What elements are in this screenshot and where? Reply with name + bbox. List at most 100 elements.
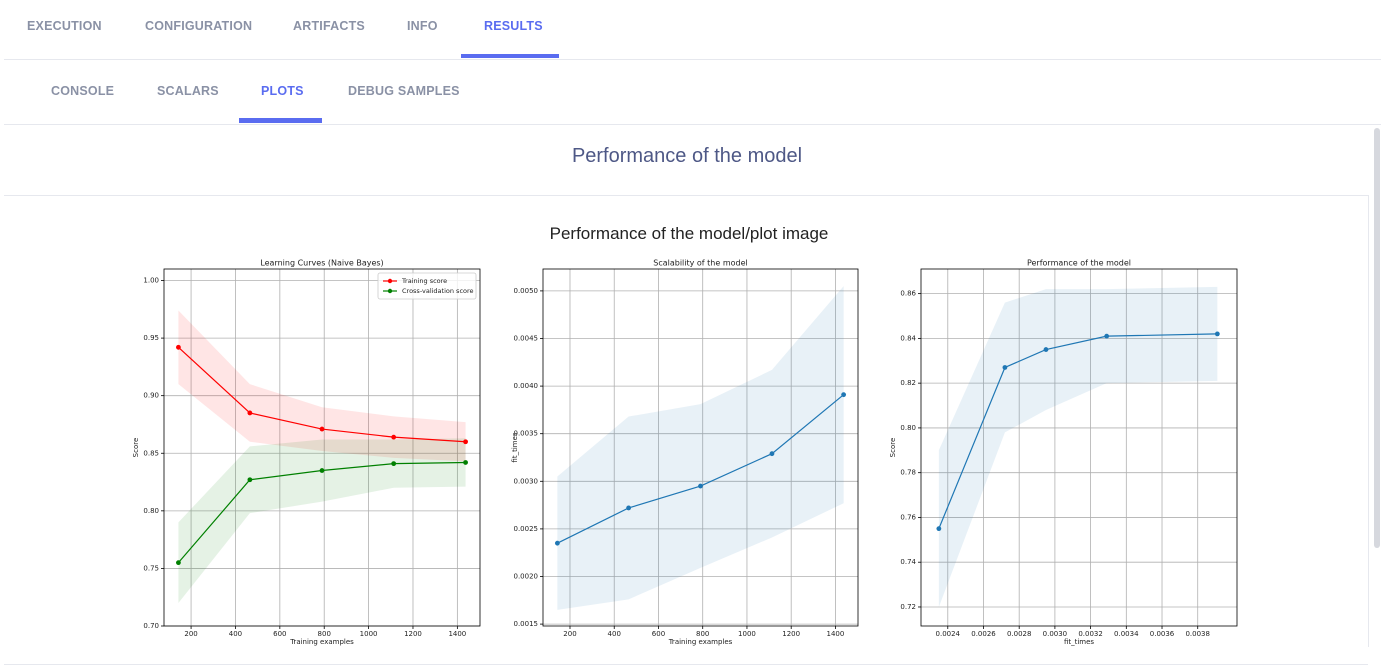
- y-tick-label: 0.0035: [514, 430, 539, 438]
- point: [1214, 331, 1220, 337]
- point: [554, 540, 560, 546]
- plot-area: [543, 269, 858, 626]
- frame: [542, 268, 859, 627]
- point: [176, 560, 181, 566]
- legend-marker: [387, 288, 393, 294]
- frame: [163, 268, 481, 627]
- tab-indicator: [461, 54, 559, 58]
- x-tick-label: 400: [229, 630, 242, 638]
- y-tick-label: 0.0040: [514, 382, 539, 390]
- divider: [4, 124, 1381, 125]
- point: [391, 434, 397, 440]
- x-axis-label: Training examples: [668, 638, 733, 646]
- point: [1002, 365, 1008, 370]
- point: [319, 468, 325, 473]
- y-tick-label: 0.0020: [514, 572, 539, 580]
- subtab[interactable]: CONSOLE: [51, 84, 115, 98]
- chart-title: Scalability of the model: [653, 259, 748, 268]
- legend-marker: [387, 278, 393, 284]
- y-tick-label: 0.85: [143, 449, 159, 457]
- y-tick-label: 1.00: [143, 277, 159, 285]
- tab[interactable]: EXECUTION: [27, 19, 102, 33]
- x-tick-label: 1200: [404, 630, 422, 638]
- point: [176, 344, 181, 350]
- y-tick-label: 0.0030: [514, 477, 539, 485]
- y-tick-label: 0.0025: [514, 525, 539, 533]
- x-axis-label: Training examples: [289, 638, 354, 646]
- y-tick-label: 0.0050: [514, 287, 539, 295]
- point: [247, 410, 253, 416]
- x-tick-label: 1400: [448, 630, 466, 638]
- point: [698, 483, 703, 489]
- y-tick-label: 0.80: [143, 507, 159, 515]
- panel-border: [1368, 195, 1369, 647]
- x-tick-label: 1000: [738, 630, 756, 638]
- point: [463, 439, 468, 445]
- subtab[interactable]: SCALARS: [157, 84, 219, 98]
- x-tick-label: 0.0026: [971, 630, 996, 638]
- legend-label: Training score: [401, 277, 447, 285]
- x-tick-label: 0.0030: [1043, 630, 1068, 638]
- x-tick-label: 400: [608, 630, 621, 638]
- y-tick-label: 0.75: [143, 564, 159, 572]
- tab-active[interactable]: RESULTS: [484, 19, 543, 33]
- x-tick-label: 600: [652, 630, 665, 638]
- x-tick-label: 800: [318, 630, 331, 638]
- y-tick-label: 0.82: [900, 379, 916, 387]
- legend-box: [377, 272, 477, 300]
- frame: [920, 268, 1238, 627]
- legend-label: Cross-validation score: [402, 287, 474, 295]
- point: [626, 505, 632, 511]
- x-tick-label: 1400: [827, 630, 845, 638]
- x-tick-label: 0.0034: [1114, 630, 1139, 638]
- y-axis-label: Score: [889, 438, 897, 458]
- y-tick-label: 0.86: [900, 290, 916, 298]
- x-tick-label: 0.0032: [1078, 630, 1103, 638]
- subtab[interactable]: DEBUG SAMPLES: [348, 84, 460, 98]
- x-tick-label: 0.0024: [936, 630, 961, 638]
- y-tick-label: 0.95: [143, 334, 159, 342]
- x-tick-label: 200: [184, 630, 197, 638]
- std-band: [557, 286, 844, 610]
- std-band: [938, 286, 1218, 607]
- point: [769, 451, 775, 457]
- y-tick-label: 0.72: [900, 603, 916, 611]
- y-tick-label: 0.74: [900, 558, 916, 566]
- chart-title: Learning Curves (Naive Bayes): [260, 259, 383, 268]
- y-tick-label: 0.70: [143, 622, 159, 630]
- point: [1043, 347, 1049, 352]
- y-tick-label: 0.78: [900, 469, 916, 477]
- plot-area: [164, 269, 480, 626]
- std-band: [178, 310, 466, 462]
- point: [319, 426, 325, 432]
- divider: [4, 195, 1368, 196]
- plot-title: Performance of the model/plot image: [549, 224, 829, 243]
- point: [936, 526, 942, 532]
- y-tick-label: 0.0045: [514, 334, 539, 342]
- y-tick-label: 0.80: [900, 424, 916, 432]
- divider: [4, 59, 1381, 60]
- tab[interactable]: CONFIGURATION: [145, 19, 253, 33]
- x-tick-label: 0.0038: [1185, 630, 1210, 638]
- y-tick-label: 0.76: [900, 513, 916, 521]
- tab[interactable]: ARTIFACTS: [293, 19, 365, 33]
- point: [841, 392, 847, 398]
- y-axis-label: fit_times: [511, 432, 519, 462]
- plot-area: [921, 269, 1237, 626]
- subtab-indicator: [239, 118, 322, 123]
- x-axis-label: fit_times: [1064, 638, 1094, 646]
- x-tick-label: 800: [696, 630, 709, 638]
- point: [247, 477, 253, 483]
- point: [391, 461, 397, 467]
- y-tick-label: 0.0015: [514, 620, 539, 628]
- section-title: Performance of the model: [571, 145, 803, 167]
- scrollbar[interactable]: [1374, 128, 1380, 548]
- x-tick-label: 200: [563, 630, 576, 638]
- divider: [4, 664, 1368, 665]
- point: [463, 460, 468, 465]
- y-axis-label: Score: [132, 438, 140, 458]
- tab[interactable]: INFO: [407, 19, 438, 33]
- subtab-active[interactable]: PLOTS: [261, 84, 304, 98]
